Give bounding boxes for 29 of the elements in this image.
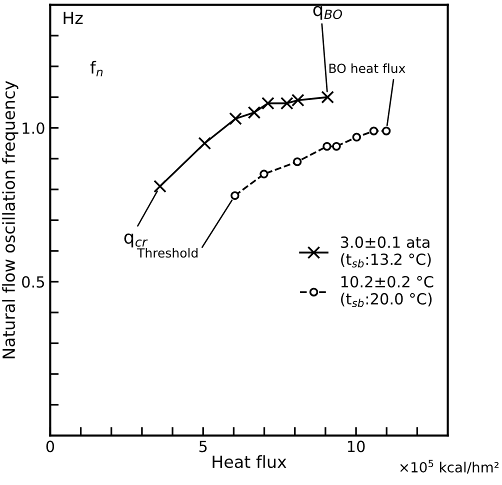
annotation: q$_{cr}$: [124, 233, 148, 248]
point: [229, 112, 242, 126]
text: ×10$^{5}$ kcal/hm²: [400, 460, 499, 474]
annotation: q$_{BO}$: [313, 6, 342, 20]
annotation: Hz: [64, 12, 83, 24]
point: [321, 90, 334, 104]
point: [261, 96, 274, 110]
x-tick-label: 5: [199, 440, 207, 452]
point: [332, 142, 341, 151]
y-tick-label: 1.0: [22, 122, 44, 134]
annotation: f$_{n}$: [90, 60, 103, 76]
x-tick-label: 10: [348, 440, 365, 452]
legend-label: 10.2±0.2 °C (t$_{sb}$:20.0 °C): [341, 276, 434, 308]
legend-label: 3.0±0.1 ata (t$_{sb}$:13.2 °C): [340, 236, 431, 268]
y-axis-title: Natural flow oscillation frequency: [2, 81, 18, 358]
point: [352, 132, 362, 142]
x-axis-title: Heat flux: [212, 455, 286, 468]
point: [230, 191, 240, 200]
point: [260, 170, 268, 178]
point: [198, 136, 212, 150]
y-tick-label: 0.5: [22, 276, 44, 288]
point: [292, 157, 302, 166]
point: [322, 142, 332, 151]
point: [369, 126, 378, 136]
point: [248, 106, 261, 119]
x-tick-label: 0: [46, 440, 54, 452]
annotation: Threshold: [137, 248, 198, 258]
annotation: BO heat flux: [329, 63, 406, 74]
point: [382, 126, 391, 136]
